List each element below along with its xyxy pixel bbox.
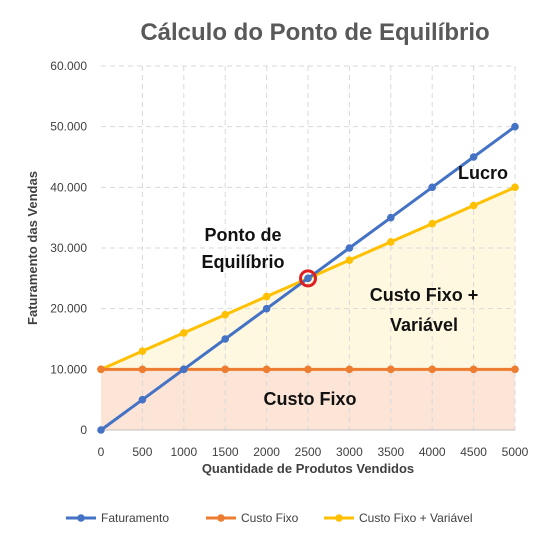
y-axis-label: Faturamento das Vendas [25, 171, 40, 325]
data-point-custo-fixo-variavel [345, 256, 354, 264]
data-point-custo-fixo-variavel [138, 347, 147, 355]
annotation-custo-fixo: Custo Fixo [264, 389, 357, 409]
data-point-custo-fixo-variavel [387, 238, 395, 246]
chart-legend: Faturamento Custo Fixo Custo Fixo + Variáv… [66, 511, 473, 525]
data-point-custo-fixo-variavel [511, 183, 519, 192]
x-tick-label: 5000 [502, 445, 529, 459]
break-even-marker [299, 269, 317, 288]
y-axis-ticks: 0 10.000 20.000 30.000 40.000 50.000 60.000 [50, 59, 87, 437]
legend-item: Custo Fixo + Variável [324, 511, 473, 525]
data-point-custo-fixo [387, 365, 395, 374]
x-tick-label: 3500 [377, 445, 404, 459]
y-tick-label: 20.000 [50, 302, 87, 316]
x-tick-label: 3000 [336, 445, 363, 459]
data-point-custo-fixo [138, 365, 147, 374]
annotation-custo-fixo-var-line1: Custo Fixo + [370, 285, 479, 305]
data-point-faturamento [469, 153, 478, 161]
data-point-faturamento [180, 365, 188, 374]
data-point-custo-fixo [304, 365, 312, 374]
data-point-custo-fixo [262, 365, 271, 374]
data-point-custo-fixo [97, 365, 105, 374]
legend-marker [77, 514, 85, 522]
data-point-custo-fixo-variavel [428, 219, 437, 228]
data-point-faturamento [511, 122, 519, 131]
annotation-ponto-line1: Ponto de [205, 225, 282, 245]
data-point-faturamento [138, 395, 147, 404]
data-point-faturamento [262, 304, 271, 313]
legend-marker [217, 514, 225, 522]
data-point-faturamento [304, 274, 312, 283]
data-point-faturamento [345, 244, 354, 252]
chart-title: Cálculo do Ponto de Equilíbrio [140, 19, 489, 46]
y-tick-label: 60.000 [50, 59, 87, 73]
legend-label: Custo Fixo [241, 511, 299, 525]
y-tick-label: 0 [80, 423, 87, 437]
annotation-lucro: Lucro [458, 163, 508, 183]
data-point-custo-fixo [221, 365, 229, 374]
x-tick-label: 4000 [419, 445, 446, 459]
annotation-ponto-line2: Equilíbrio [202, 252, 285, 272]
y-tick-label: 50.000 [50, 120, 87, 134]
y-tick-label: 10.000 [50, 362, 87, 376]
data-point-faturamento [221, 335, 229, 343]
data-point-custo-fixo-variavel [221, 310, 229, 319]
x-tick-label: 2500 [295, 445, 322, 459]
legend-label: Faturamento [101, 511, 169, 525]
data-point-custo-fixo-variavel [469, 201, 478, 210]
data-point-faturamento [387, 213, 395, 222]
data-point-custo-fixo-variavel [262, 292, 271, 301]
data-point-custo-fixo [511, 365, 519, 374]
legend-label: Custo Fixo + Variável [359, 511, 473, 525]
annotation-custo-fixo-var-line2: Variável [390, 315, 458, 335]
x-tick-label: 1000 [170, 445, 197, 459]
data-point-custo-fixo-variavel [180, 329, 188, 337]
x-tick-label: 0 [98, 445, 105, 459]
data-point-custo-fixo [428, 365, 437, 374]
y-tick-label: 40.000 [50, 180, 87, 194]
legend-marker [335, 514, 343, 522]
data-point-custo-fixo [345, 365, 354, 374]
y-tick-label: 30.000 [50, 241, 87, 255]
x-axis-ticks: 0 500 1000 1500 2000 2500 3000 3500 4000 4500 5000 [98, 445, 529, 459]
chart-series [97, 122, 519, 434]
x-tick-label: 500 [132, 445, 152, 459]
x-tick-label: 4500 [460, 445, 487, 459]
data-point-custo-fixo [469, 365, 478, 374]
legend-item: Custo Fixo [206, 511, 299, 525]
x-axis-label: Quantidade de Produtos Vendidos [202, 461, 414, 476]
break-even-circle [299, 269, 317, 288]
x-tick-label: 2000 [253, 445, 280, 459]
data-point-faturamento [428, 183, 437, 192]
x-tick-label: 1500 [212, 445, 239, 459]
legend-item: Faturamento [66, 511, 169, 525]
data-point-faturamento [97, 426, 105, 434]
